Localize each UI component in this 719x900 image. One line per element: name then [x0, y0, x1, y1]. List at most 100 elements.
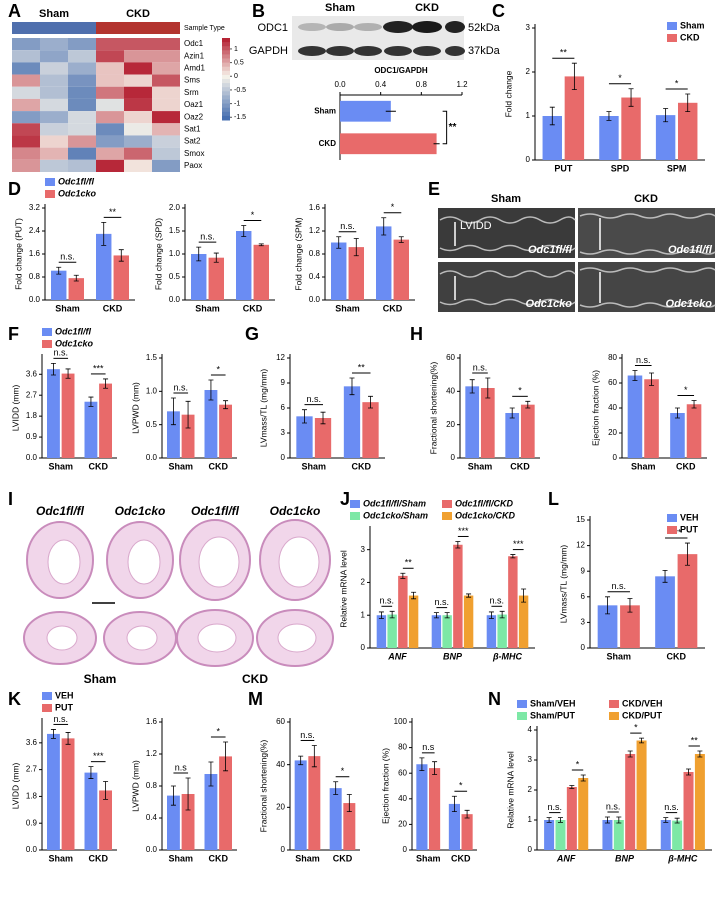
significance: ** [405, 558, 413, 568]
error-bar [627, 598, 633, 613]
significance-bracket [442, 110, 448, 145]
significance: n.s. [300, 730, 315, 740]
row-label: Odc1 [184, 39, 204, 48]
significance: ** [449, 122, 457, 133]
error-bar [258, 243, 264, 247]
error-bar [684, 542, 690, 566]
error-bar [50, 729, 56, 739]
bar [520, 404, 535, 458]
colorbar-step [222, 115, 230, 121]
x-tick-label: BNP [615, 853, 635, 863]
error-bar [88, 766, 94, 779]
heat-cell [124, 159, 152, 172]
significance: n.s. [53, 348, 68, 358]
error-bar [691, 400, 697, 409]
y-tick-label: 100 [394, 717, 408, 726]
error-bar [223, 400, 229, 410]
x-tick-label: SPM [667, 163, 687, 173]
error-bar [381, 217, 387, 236]
error-bar [65, 368, 71, 379]
colorbar-step [222, 91, 230, 96]
significance: n.s. [611, 581, 626, 591]
significance: n.s [175, 762, 188, 772]
legend-label: Sham/PUT [530, 710, 576, 720]
y-tick-label: 0 [581, 643, 586, 652]
significance: n.s. [664, 802, 679, 812]
y-tick-label: 1 [528, 815, 533, 824]
error-bar [662, 569, 668, 583]
error-bar [580, 774, 586, 782]
heat-cell [124, 123, 152, 136]
colorbar-tick-label: 0.5 [234, 59, 244, 66]
y-tick-label: 0.4 [146, 813, 158, 822]
bar [181, 794, 195, 850]
y-tick-label: 0 [613, 453, 618, 462]
bar [113, 255, 129, 300]
bar [655, 115, 676, 160]
y-tick-label: 20 [398, 820, 407, 829]
y-tick-label: 60 [398, 768, 407, 777]
colorbar-step [222, 83, 230, 88]
heat-cell [152, 98, 180, 112]
heat-cell [40, 86, 68, 99]
y-tick-label: 2.4 [29, 226, 41, 235]
y-tick-label: 6 [581, 592, 586, 601]
gapdh-bands [298, 46, 465, 56]
legend-label: Odc1fl/fl/Sham [363, 498, 426, 508]
blot-group: Sham [325, 2, 355, 14]
band-name: ODC1 [257, 22, 288, 34]
bar [461, 814, 473, 850]
panel-label: A [8, 1, 21, 21]
bar [204, 390, 218, 458]
bar [555, 820, 566, 850]
panel-label: J [340, 489, 350, 509]
y-tick-label: 1.0 [169, 249, 181, 258]
y-tick-label: 1.5 [169, 226, 181, 235]
band-size: 37kDa [468, 45, 501, 57]
legend-label: Odc1cko [55, 338, 94, 348]
significance: ** [691, 735, 699, 745]
y-tick-label: 0.0 [169, 295, 181, 304]
colorbar-step [222, 74, 230, 80]
bar [219, 404, 232, 458]
colorbar-tick-label: -1.5 [234, 114, 246, 121]
colorbar-tick-label: -1 [234, 100, 240, 107]
y-tick-label: 0 [528, 845, 533, 854]
bar [564, 76, 585, 160]
colorbar-step [222, 66, 230, 72]
bar [518, 595, 529, 648]
colorbar-step [222, 70, 230, 76]
error-bar [419, 757, 425, 772]
bar [191, 254, 207, 300]
bar [636, 740, 647, 850]
y-tick-label: 0.5 [146, 420, 158, 429]
panel-label: H [410, 324, 423, 344]
y-tick-label: 0 [451, 453, 456, 462]
heat-cell [124, 147, 152, 160]
bar [448, 803, 460, 850]
y-tick-label: 3 [361, 545, 366, 554]
y-tick-label: 12 [276, 353, 285, 362]
y-tick-label: 2.0 [169, 203, 181, 212]
heat-cell [96, 74, 124, 87]
echo-image [438, 208, 575, 258]
y-tick-label: 0.0 [29, 295, 41, 304]
heat-cell [152, 111, 180, 124]
y-tick-label: 60 [276, 717, 285, 726]
ventricle-lumens [46, 536, 320, 653]
colorbar-step [222, 58, 230, 64]
heat-cell [96, 62, 124, 75]
significance: * [618, 73, 622, 83]
legend-label: CKD/VEH [622, 698, 663, 708]
sample-group: CKD [126, 8, 150, 20]
odc1-bands [298, 21, 465, 33]
error-bar [196, 246, 202, 262]
significance: ** [109, 207, 117, 217]
panel-label: L [548, 489, 559, 509]
y-tick-label: 3 [528, 755, 533, 764]
y-tick-label: 3 [526, 23, 531, 32]
y-tick-label: Sham [314, 106, 336, 115]
histology-genotype: Odc1cko [115, 504, 166, 518]
bar [253, 244, 269, 300]
bar [465, 386, 480, 458]
